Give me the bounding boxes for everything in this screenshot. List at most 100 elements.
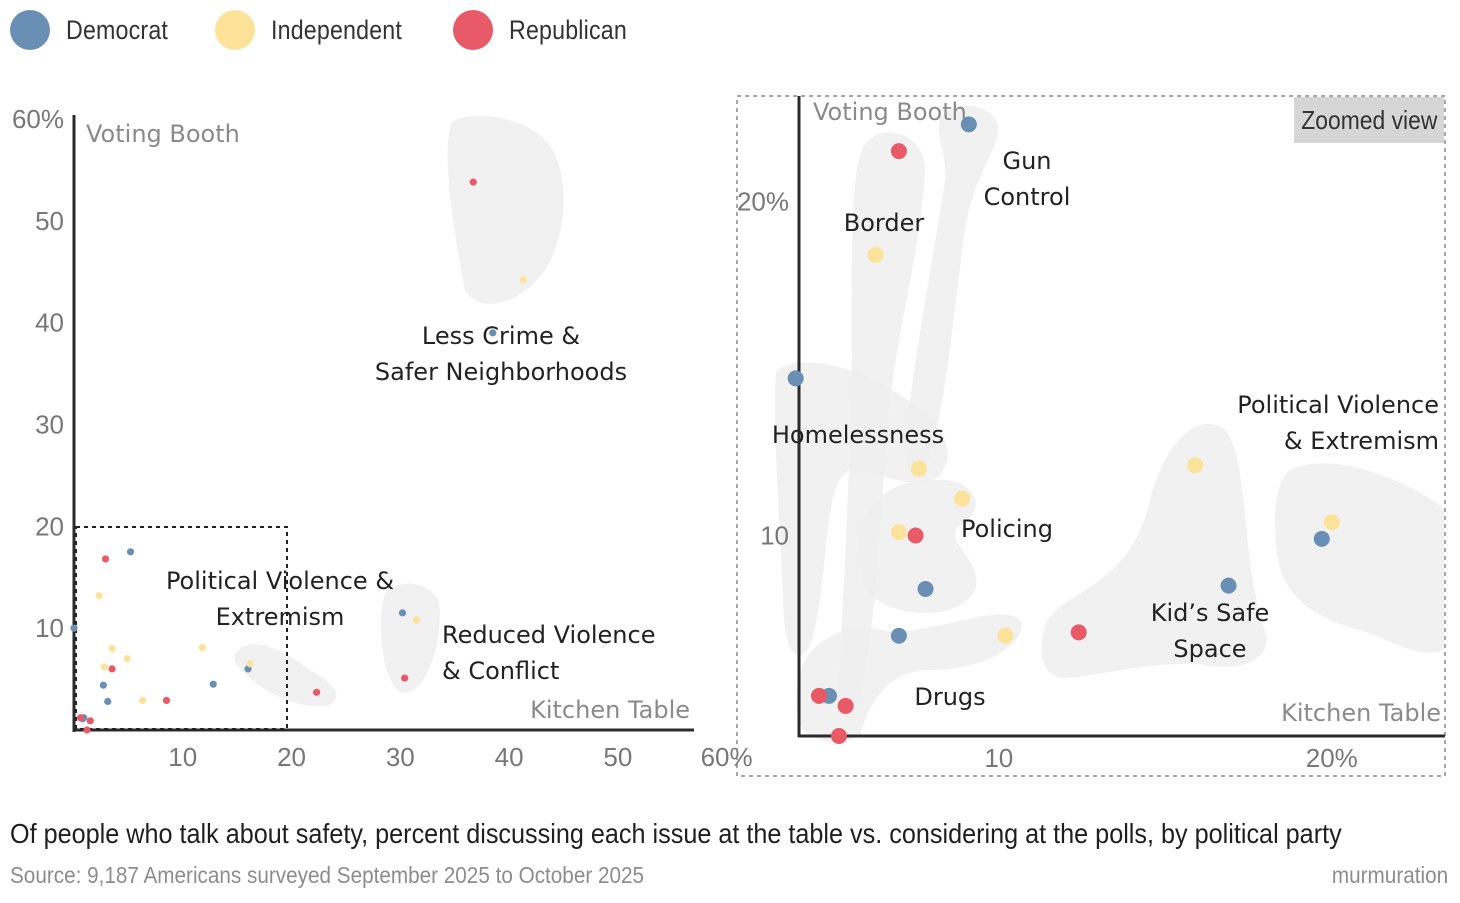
main-y-axis-title: Voting Booth — [86, 120, 240, 148]
main-point-democrat — [99, 681, 107, 689]
zoomed-view-badge-label: Zoomed view — [1300, 104, 1438, 135]
legend-item-democrat: Democrat — [10, 10, 185, 50]
cluster-label-homelessness: Homelessness — [772, 421, 944, 449]
main-x-tick-label: 20 — [277, 742, 306, 772]
zoomed-point-democrat — [1220, 577, 1237, 594]
zoomed-x-tick-label: 20% — [1306, 743, 1358, 773]
main-point-independent — [108, 644, 116, 653]
zoomed-point-democrat — [1313, 530, 1330, 547]
zoomed-point-republican — [1070, 624, 1087, 641]
main-x-tick-label: 60% — [701, 742, 753, 772]
zoomed-view-badge: Zoomed view — [1294, 97, 1444, 143]
main-point-republican — [108, 665, 116, 673]
cluster-shape-political-violence — [234, 644, 337, 707]
zoomed-x-axis-title: Kitchen Table — [1281, 699, 1441, 727]
zoomed-cluster-shapes — [774, 105, 1444, 742]
legend-swatch-independent — [214, 10, 255, 50]
cluster-shape-drugs — [796, 614, 1022, 742]
cluster-label-kids-safe-space-line2: Space — [1173, 635, 1246, 663]
cluster-shape-policing — [858, 479, 977, 614]
main-data-points — [70, 178, 527, 734]
main-point-republican — [401, 674, 409, 682]
legend-label-republican: Republican — [509, 14, 627, 45]
main-point-republican — [76, 714, 85, 722]
main-point-republican — [312, 688, 321, 696]
zoomed-point-republican — [830, 728, 847, 744]
cluster-shape-kids-safe-space — [1041, 423, 1267, 678]
main-y-tick-label: 50 — [35, 206, 64, 236]
source-note: Source: 9,187 Americans surveyed Septemb… — [10, 862, 645, 888]
brand-credit: murmuration — [1331, 862, 1448, 888]
cluster-shape-less-crime — [447, 115, 564, 304]
main-point-democrat — [70, 624, 78, 632]
zoomed-point-independent — [1323, 514, 1340, 531]
main-point-republican — [469, 178, 477, 186]
chart-caption: Of people who talk about safety, percent… — [10, 818, 1342, 849]
legend-item-independent: Independent — [214, 10, 423, 50]
zoom-region-outline — [75, 526, 288, 730]
main-point-republican — [86, 717, 94, 725]
cluster-label-political-violence-zoom-line1: Political Violence — [1237, 391, 1439, 419]
zoomed-point-democrat — [890, 627, 907, 644]
cluster-label-reduced-violence-line2: & Conflict — [442, 657, 559, 685]
zoomed-data-points — [787, 116, 1340, 744]
zoomed-point-democrat — [787, 370, 804, 387]
zoomed-point-republican — [810, 687, 827, 704]
cluster-label-border: Border — [844, 209, 925, 237]
main-point-independent — [123, 655, 131, 663]
legend: Democrat Independent Republican — [10, 8, 676, 52]
cluster-label-gun-control-line1: Gun — [1002, 147, 1051, 175]
main-point-republican — [101, 555, 110, 563]
legend-item-republican: Republican — [453, 10, 646, 50]
main-point-independent — [413, 616, 421, 624]
zoomed-point-republican — [837, 697, 854, 714]
main-y-tick-label: 20 — [35, 511, 64, 541]
zoomed-point-independent — [954, 490, 971, 507]
zoomed-view-frame — [736, 95, 1446, 777]
main-point-independent — [95, 591, 103, 600]
cluster-label-political-violence-line1: Political Violence & — [166, 567, 394, 595]
zoomed-point-independent — [910, 460, 927, 477]
zoomed-scatter-panel: 10 20% 10 20% Voting Booth Kitchen Table Gu… — [736, 95, 1446, 777]
zoomed-point-independent — [867, 246, 884, 263]
cluster-label-gun-control-line2: Control — [984, 183, 1071, 211]
zoomed-axis-ticks: 10 20% 10 20% — [737, 186, 1358, 773]
cluster-label-less-crime-line1: Less Crime & — [422, 322, 580, 350]
main-x-tick-label: 50 — [603, 742, 632, 772]
cluster-shape-homelessness — [774, 362, 948, 656]
zoomed-point-independent — [890, 524, 907, 541]
cluster-label-kids-safe-space-line1: Kid’s Safe — [1151, 599, 1270, 627]
main-x-axis-title: Kitchen Table — [530, 696, 690, 724]
zoomed-point-independent — [997, 627, 1014, 644]
main-x-tick-label: 10 — [168, 742, 197, 772]
main-point-republican — [162, 696, 171, 705]
zoomed-point-democrat — [960, 116, 977, 133]
main-axis-ticks: 10 20 30 40 50 60% 10 20 30 40 50 60% — [12, 104, 753, 772]
main-y-tick-label: 30 — [35, 410, 64, 440]
main-point-democrat — [398, 609, 407, 617]
cluster-label-political-violence-line2: Extremism — [216, 603, 345, 631]
cluster-label-less-crime-line2: Safer Neighborhoods — [375, 358, 627, 386]
main-y-tick-label: 10 — [35, 613, 64, 643]
main-point-republican — [83, 726, 91, 734]
zoomed-x-tick-label: 10 — [984, 743, 1013, 773]
zoomed-point-republican — [907, 527, 924, 544]
main-y-tick-label: 60% — [12, 104, 64, 134]
main-y-tick-label: 40 — [35, 308, 64, 338]
main-point-independent — [198, 643, 206, 652]
cluster-label-political-violence-zoom-line2: & Extremism — [1284, 427, 1439, 455]
main-x-tick-label: 40 — [495, 742, 524, 772]
main-point-democrat — [489, 329, 497, 337]
cluster-label-reduced-violence-line1: Reduced Violence — [442, 621, 655, 649]
cluster-label-policing: Policing — [961, 515, 1053, 543]
cluster-shape-gun-control — [904, 105, 999, 474]
cluster-shape-political-violence-zoom — [1275, 463, 1444, 653]
main-point-independent — [519, 276, 527, 284]
legend-label-democrat: Democrat — [66, 14, 169, 45]
zoomed-point-independent — [1187, 457, 1204, 474]
main-x-tick-label: 30 — [386, 742, 415, 772]
legend-swatch-democrat — [10, 10, 50, 50]
zoomed-point-republican — [890, 143, 907, 160]
